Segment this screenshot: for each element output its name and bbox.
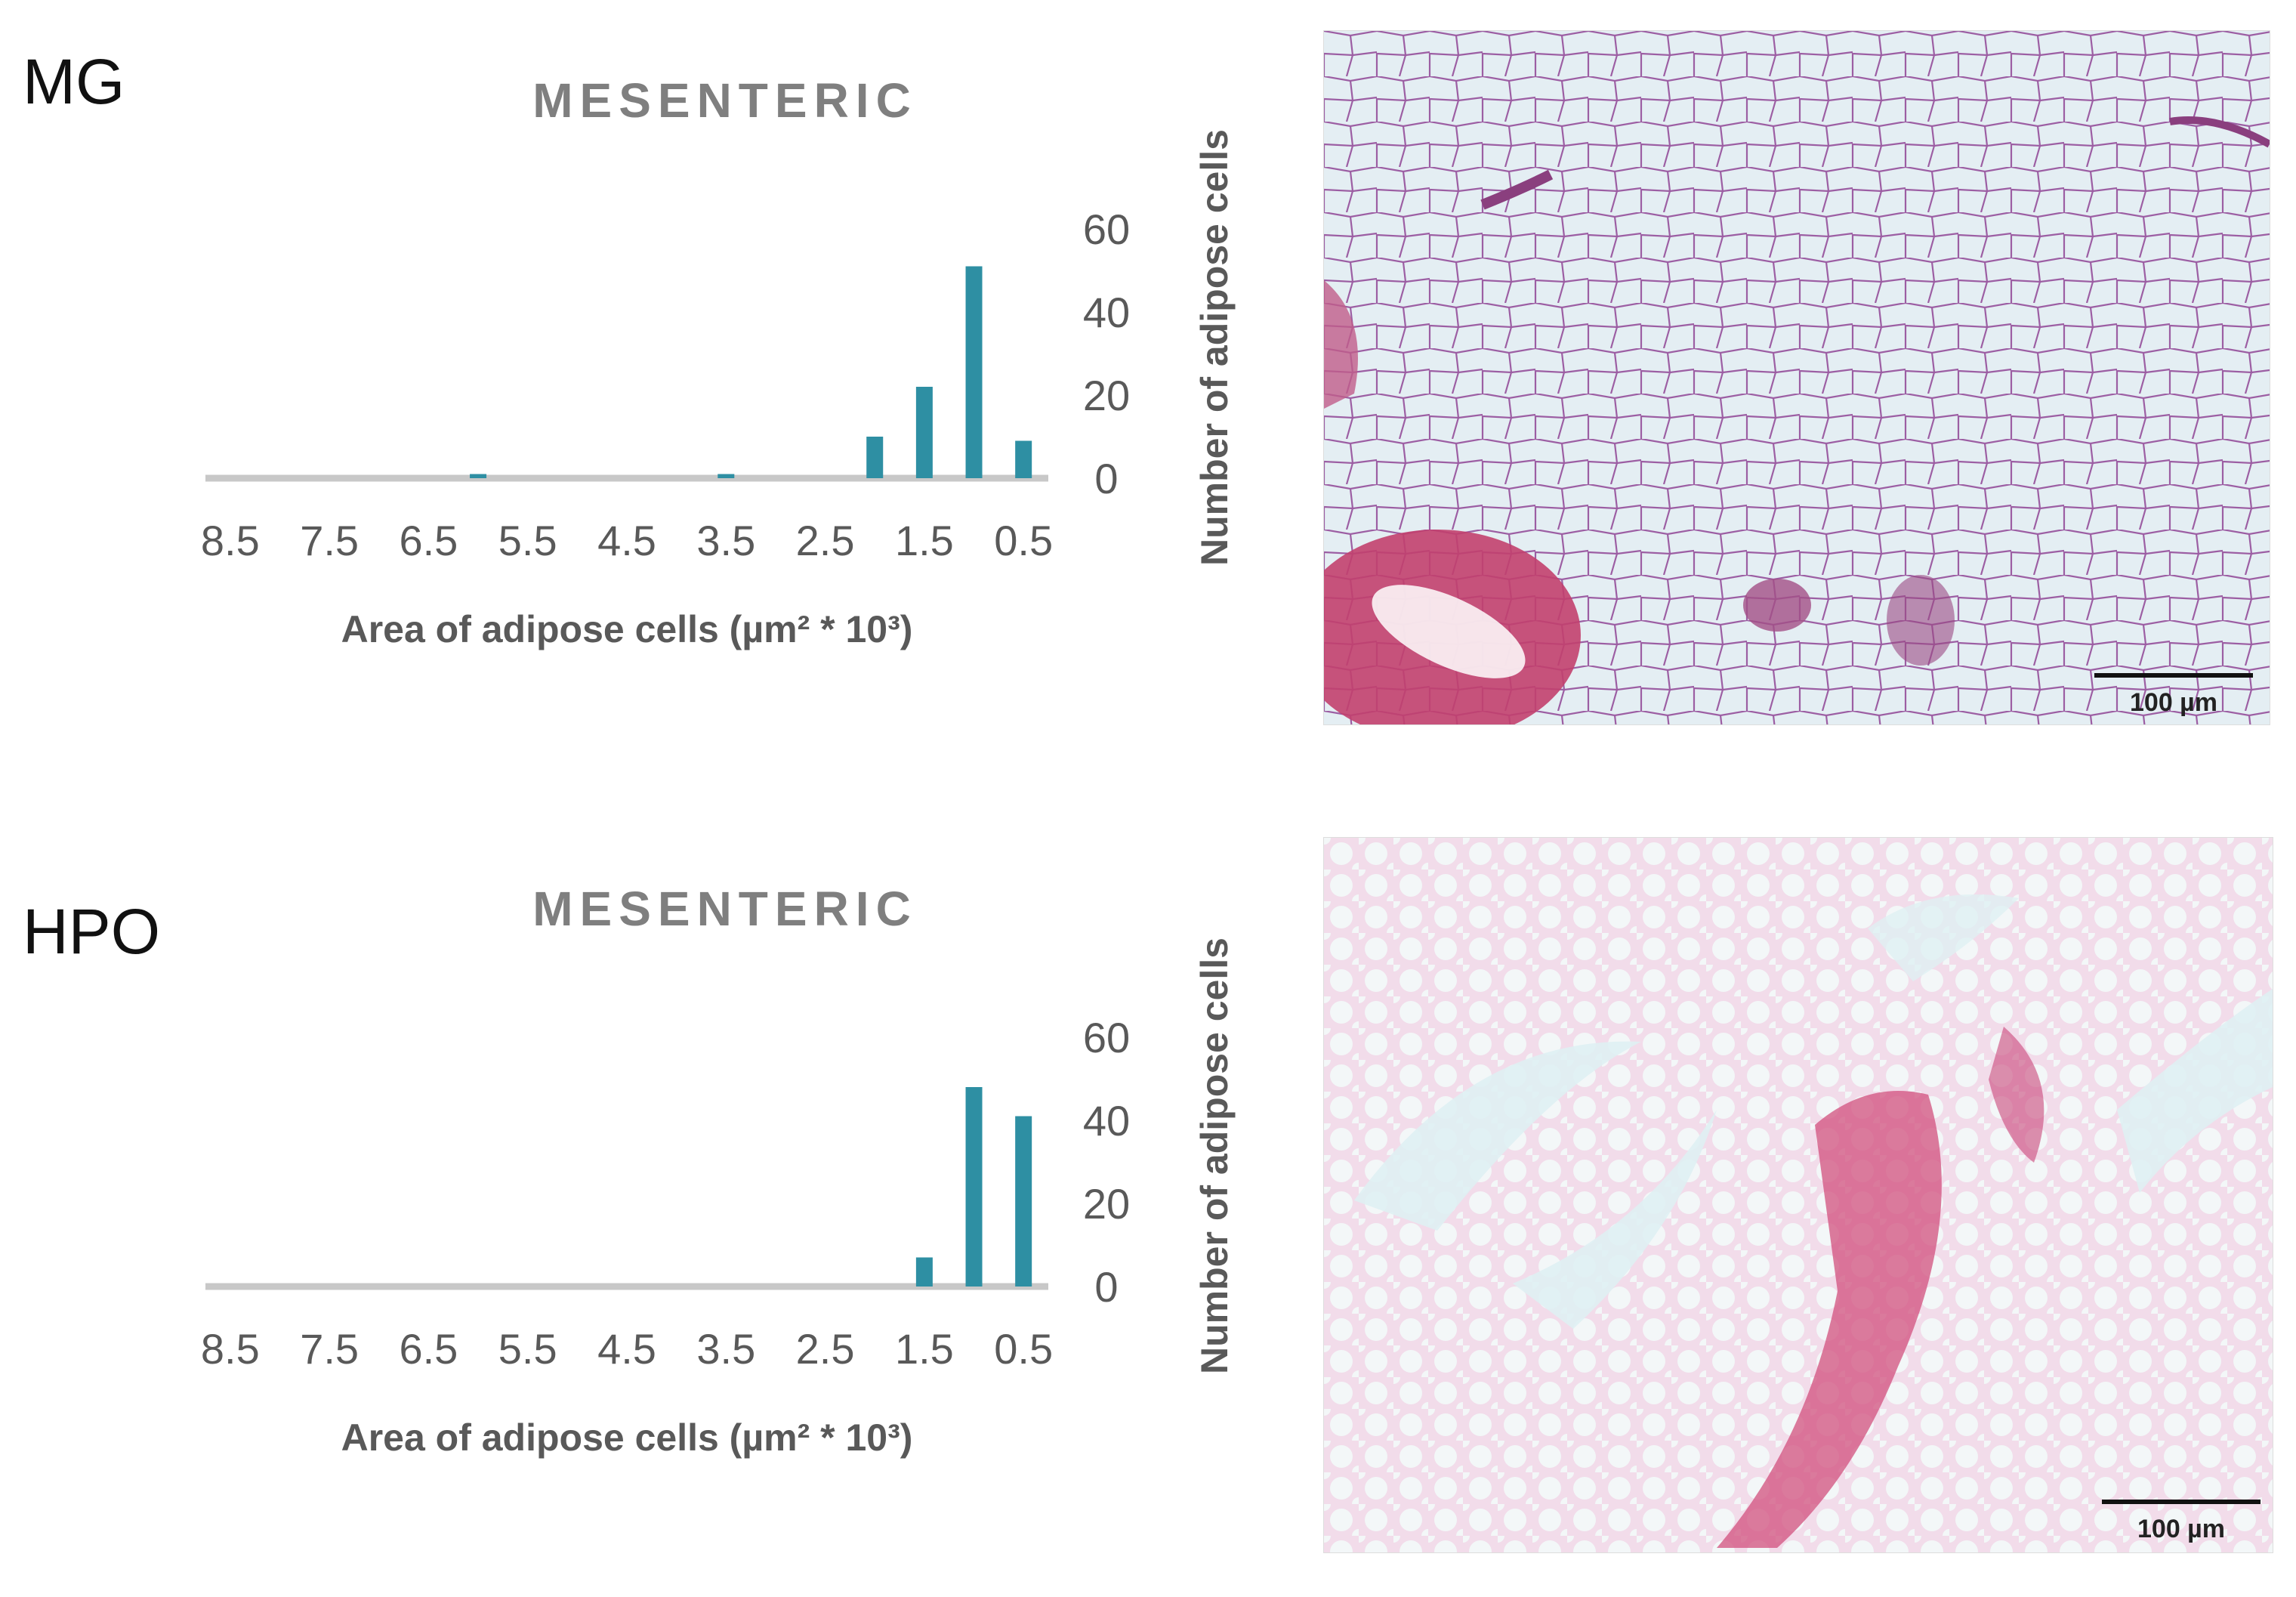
x-tick-label: 8.5 — [201, 1325, 260, 1373]
x-axis-title: Area of adipose cells (µm² * 10³) — [341, 608, 913, 650]
micrograph-image: 100 µm — [1323, 30, 2270, 725]
x-tick-label: 6.5 — [399, 1325, 458, 1373]
x-tick-label: 3.5 — [696, 1325, 755, 1373]
y-tick-label: 20 — [1083, 372, 1130, 419]
histogram-chart: MESENTERIC 8.5 7.5 6.5 5.5 4.5 3.5 2.5 1.5 0.5 0 20… — [201, 882, 1236, 1459]
x-axis-title: Area of adipose cells (µm² * 10³) — [341, 1416, 913, 1459]
x-tick-label: 5.5 — [498, 517, 557, 564]
chart-title: MESENTERIC — [532, 882, 918, 936]
y-tick-label: 0 — [1094, 455, 1118, 502]
x-tick-label: 4.5 — [597, 517, 656, 564]
scale-bar-label: 100 µm — [2130, 688, 2217, 717]
bar-1.5 — [915, 1257, 933, 1287]
bar-6 — [470, 474, 487, 478]
y-tick-label: 40 — [1083, 1097, 1130, 1144]
x-tick-label: 6.5 — [399, 517, 458, 564]
x-tick-label: 0.5 — [994, 1325, 1053, 1373]
bar-2 — [866, 437, 884, 478]
x-tick-label: 1.5 — [895, 517, 954, 564]
bar-1 — [965, 266, 983, 478]
bar-1 — [965, 1087, 983, 1287]
micrograph-image: 100 µm — [1323, 837, 2273, 1553]
y-tick-label: 60 — [1083, 1014, 1130, 1061]
x-tick-label: 4.5 — [597, 1325, 656, 1373]
panel-hpo: HPO MESENTERIC 8.5 7.5 6.5 5.5 4.5 3.5 2.5 1.5 0.… — [0, 808, 2296, 1597]
y-axis-title: Number of adipose cells — [1193, 938, 1236, 1374]
x-tick-label: 0.5 — [994, 517, 1053, 564]
bar-0.5 — [1015, 440, 1032, 478]
x-tick-label: 1.5 — [895, 1325, 954, 1373]
bar-0.5 — [1015, 1116, 1032, 1287]
scale-bar-label: 100 µm — [2137, 1515, 2225, 1543]
x-tick-label: 2.5 — [796, 517, 855, 564]
y-tick-label: 60 — [1083, 205, 1130, 253]
x-tick-label: 2.5 — [796, 1325, 855, 1373]
y-axis-title: Number of adipose cells — [1193, 129, 1236, 566]
histogram-chart: MESENTERIC 8.5 7.5 6.5 5.5 4.5 3.5 2.5 1.5 0.5 0 20… — [201, 73, 1236, 650]
panel-mg: MG MESENTERIC 8.5 7.5 6.5 5.5 4.5 3.5 2.5 1.5 0.5… — [0, 0, 2296, 789]
bar-3.5 — [718, 474, 735, 478]
x-tick-label: 7.5 — [300, 517, 359, 564]
group-label: MG — [23, 46, 125, 117]
x-tick-label: 7.5 — [300, 1325, 359, 1373]
y-tick-label: 0 — [1094, 1263, 1118, 1311]
chart-title: MESENTERIC — [532, 73, 918, 128]
x-tick-label: 5.5 — [498, 1325, 557, 1373]
group-label: HPO — [23, 896, 161, 967]
bar-1.5 — [915, 387, 933, 478]
y-tick-label: 20 — [1083, 1180, 1130, 1228]
y-tick-label: 40 — [1083, 289, 1130, 336]
x-tick-label: 3.5 — [696, 517, 755, 564]
x-tick-label: 8.5 — [201, 517, 260, 564]
